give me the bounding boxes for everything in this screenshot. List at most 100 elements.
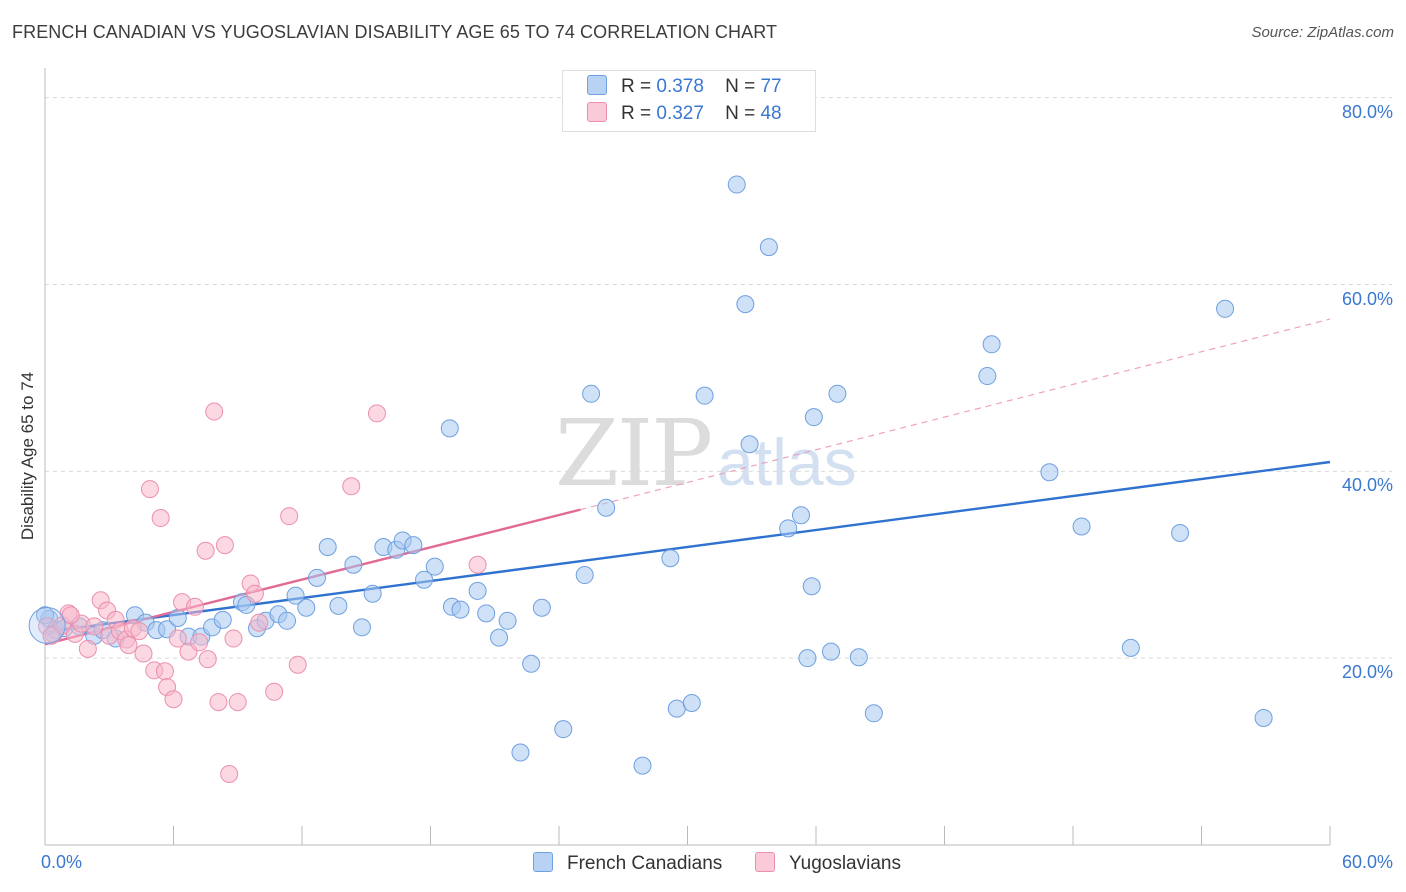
point-yugoslavians [265,682,284,701]
legend-swatch-french-canadians [587,75,607,95]
point-french-canadians [468,581,487,600]
y-tick-label: 80.0% [1341,101,1393,122]
point-french-canadians [849,648,868,667]
point-french-canadians [498,611,517,630]
point-french-canadians [477,604,496,623]
point-french-canadians [828,384,847,403]
point-french-canadians [511,743,530,762]
bottom-legend-label: Yugoslavians [789,853,901,874]
point-french-canadians [661,549,680,568]
point-french-canadians [522,654,541,673]
point-french-canadians [278,611,297,630]
point-french-canadians [1171,523,1190,542]
point-french-canadians [490,628,509,647]
y-tick-label: 60.0% [1341,288,1393,309]
y-axis-title: Disability Age 65 to 74 [18,371,37,541]
point-yugoslavians [151,509,170,528]
point-french-canadians [213,610,232,629]
point-french-canadians [554,720,573,739]
axis-layer [44,68,1331,846]
point-yugoslavians [164,690,183,709]
point-french-canadians [597,498,616,517]
point-yugoslavians [220,765,239,784]
point-french-canadians [575,566,594,585]
point-yugoslavians [468,555,487,574]
point-french-canadians [804,408,823,427]
point-french-canadians [1216,299,1235,318]
chart-title: FRENCH CANADIAN VS YUGOSLAVIAN DISABILIT… [12,22,778,42]
point-yugoslavians [205,402,224,421]
point-french-canadians [1040,463,1059,482]
point-yugoslavians [185,597,204,616]
point-french-canadians [682,694,701,713]
point-yugoslavians [198,650,217,669]
point-french-canadians [727,175,746,194]
point-yugoslavians [245,584,264,603]
bottom-legend-label: French Canadians [567,853,723,874]
point-layer [28,175,1273,784]
point-cluster [28,606,66,644]
point-french-canadians [798,649,817,668]
legend-row-french-canadians: R = 0.378 N = 77 [587,75,782,99]
point-yugoslavians [190,633,209,652]
point-yugoslavians [209,693,228,712]
point-french-canadians [363,584,382,603]
point-french-canadians [982,335,1001,354]
point-yugoslavians [119,636,138,655]
point-french-canadians [404,536,423,555]
point-yugoslavians [168,629,187,648]
point-french-canadians [286,586,305,605]
point-yugoslavians [288,655,307,674]
point-yugoslavians [280,507,299,526]
legend-n-label: N = [725,103,756,124]
point-french-canadians [759,238,778,257]
point-yugoslavians [342,477,361,496]
point-french-canadians [352,618,371,637]
point-french-canadians [802,577,821,596]
point-french-canadians [344,555,363,574]
point-yugoslavians [215,536,234,555]
point-french-canadians [1121,638,1140,657]
legend-r-value: 0.378 [656,76,704,97]
point-french-canadians [792,506,811,525]
point-yugoslavians [85,617,104,636]
point-french-canadians [821,642,840,661]
point-french-canadians [864,704,883,723]
point-yugoslavians [78,639,97,658]
legend-n-value: 77 [760,76,782,97]
x-tick-label: 0.0% [41,852,83,872]
point-yugoslavians [250,613,269,632]
legend-swatch-yugoslavians [587,102,607,122]
bottom-swatch-french-canadians [533,852,553,872]
bottom-legend-french-canadians: French Canadians [533,852,722,876]
point-french-canadians [695,386,714,405]
point-french-canadians [779,519,798,538]
point-french-canadians [415,570,434,589]
point-french-canadians [425,557,444,576]
point-french-canadians [736,295,755,314]
legend-r-label: R = [621,103,652,124]
bottom-legend-yugoslavians: Yugoslavians [755,852,901,876]
point-french-canadians [582,384,601,403]
point-french-canadians [451,600,470,619]
point-yugoslavians [155,662,174,681]
bottom-swatch-yugoslavians [755,852,775,872]
point-french-canadians [168,609,187,628]
point-yugoslavians [134,644,153,663]
point-french-canadians [297,598,316,617]
legend-row-yugoslavians: R = 0.327 N = 48 [587,102,782,126]
point-french-canadians [740,435,759,454]
point-french-canadians [318,538,337,557]
legend-r-label: R = [621,76,652,97]
point-french-canadians [1072,517,1091,536]
legend-r-value: 0.327 [656,103,704,124]
point-yugoslavians [228,693,247,712]
point-yugoslavians [196,541,215,560]
legend-n-value: 48 [760,103,782,124]
point-french-canadians [667,699,686,718]
x-tick-label: 60.0% [1341,852,1393,872]
y-tick-label: 40.0% [1341,475,1393,496]
trendline-extension [580,318,1331,511]
stats-legend: R = 0.378 N = 77 R = 0.327 N = 48 [562,70,816,132]
